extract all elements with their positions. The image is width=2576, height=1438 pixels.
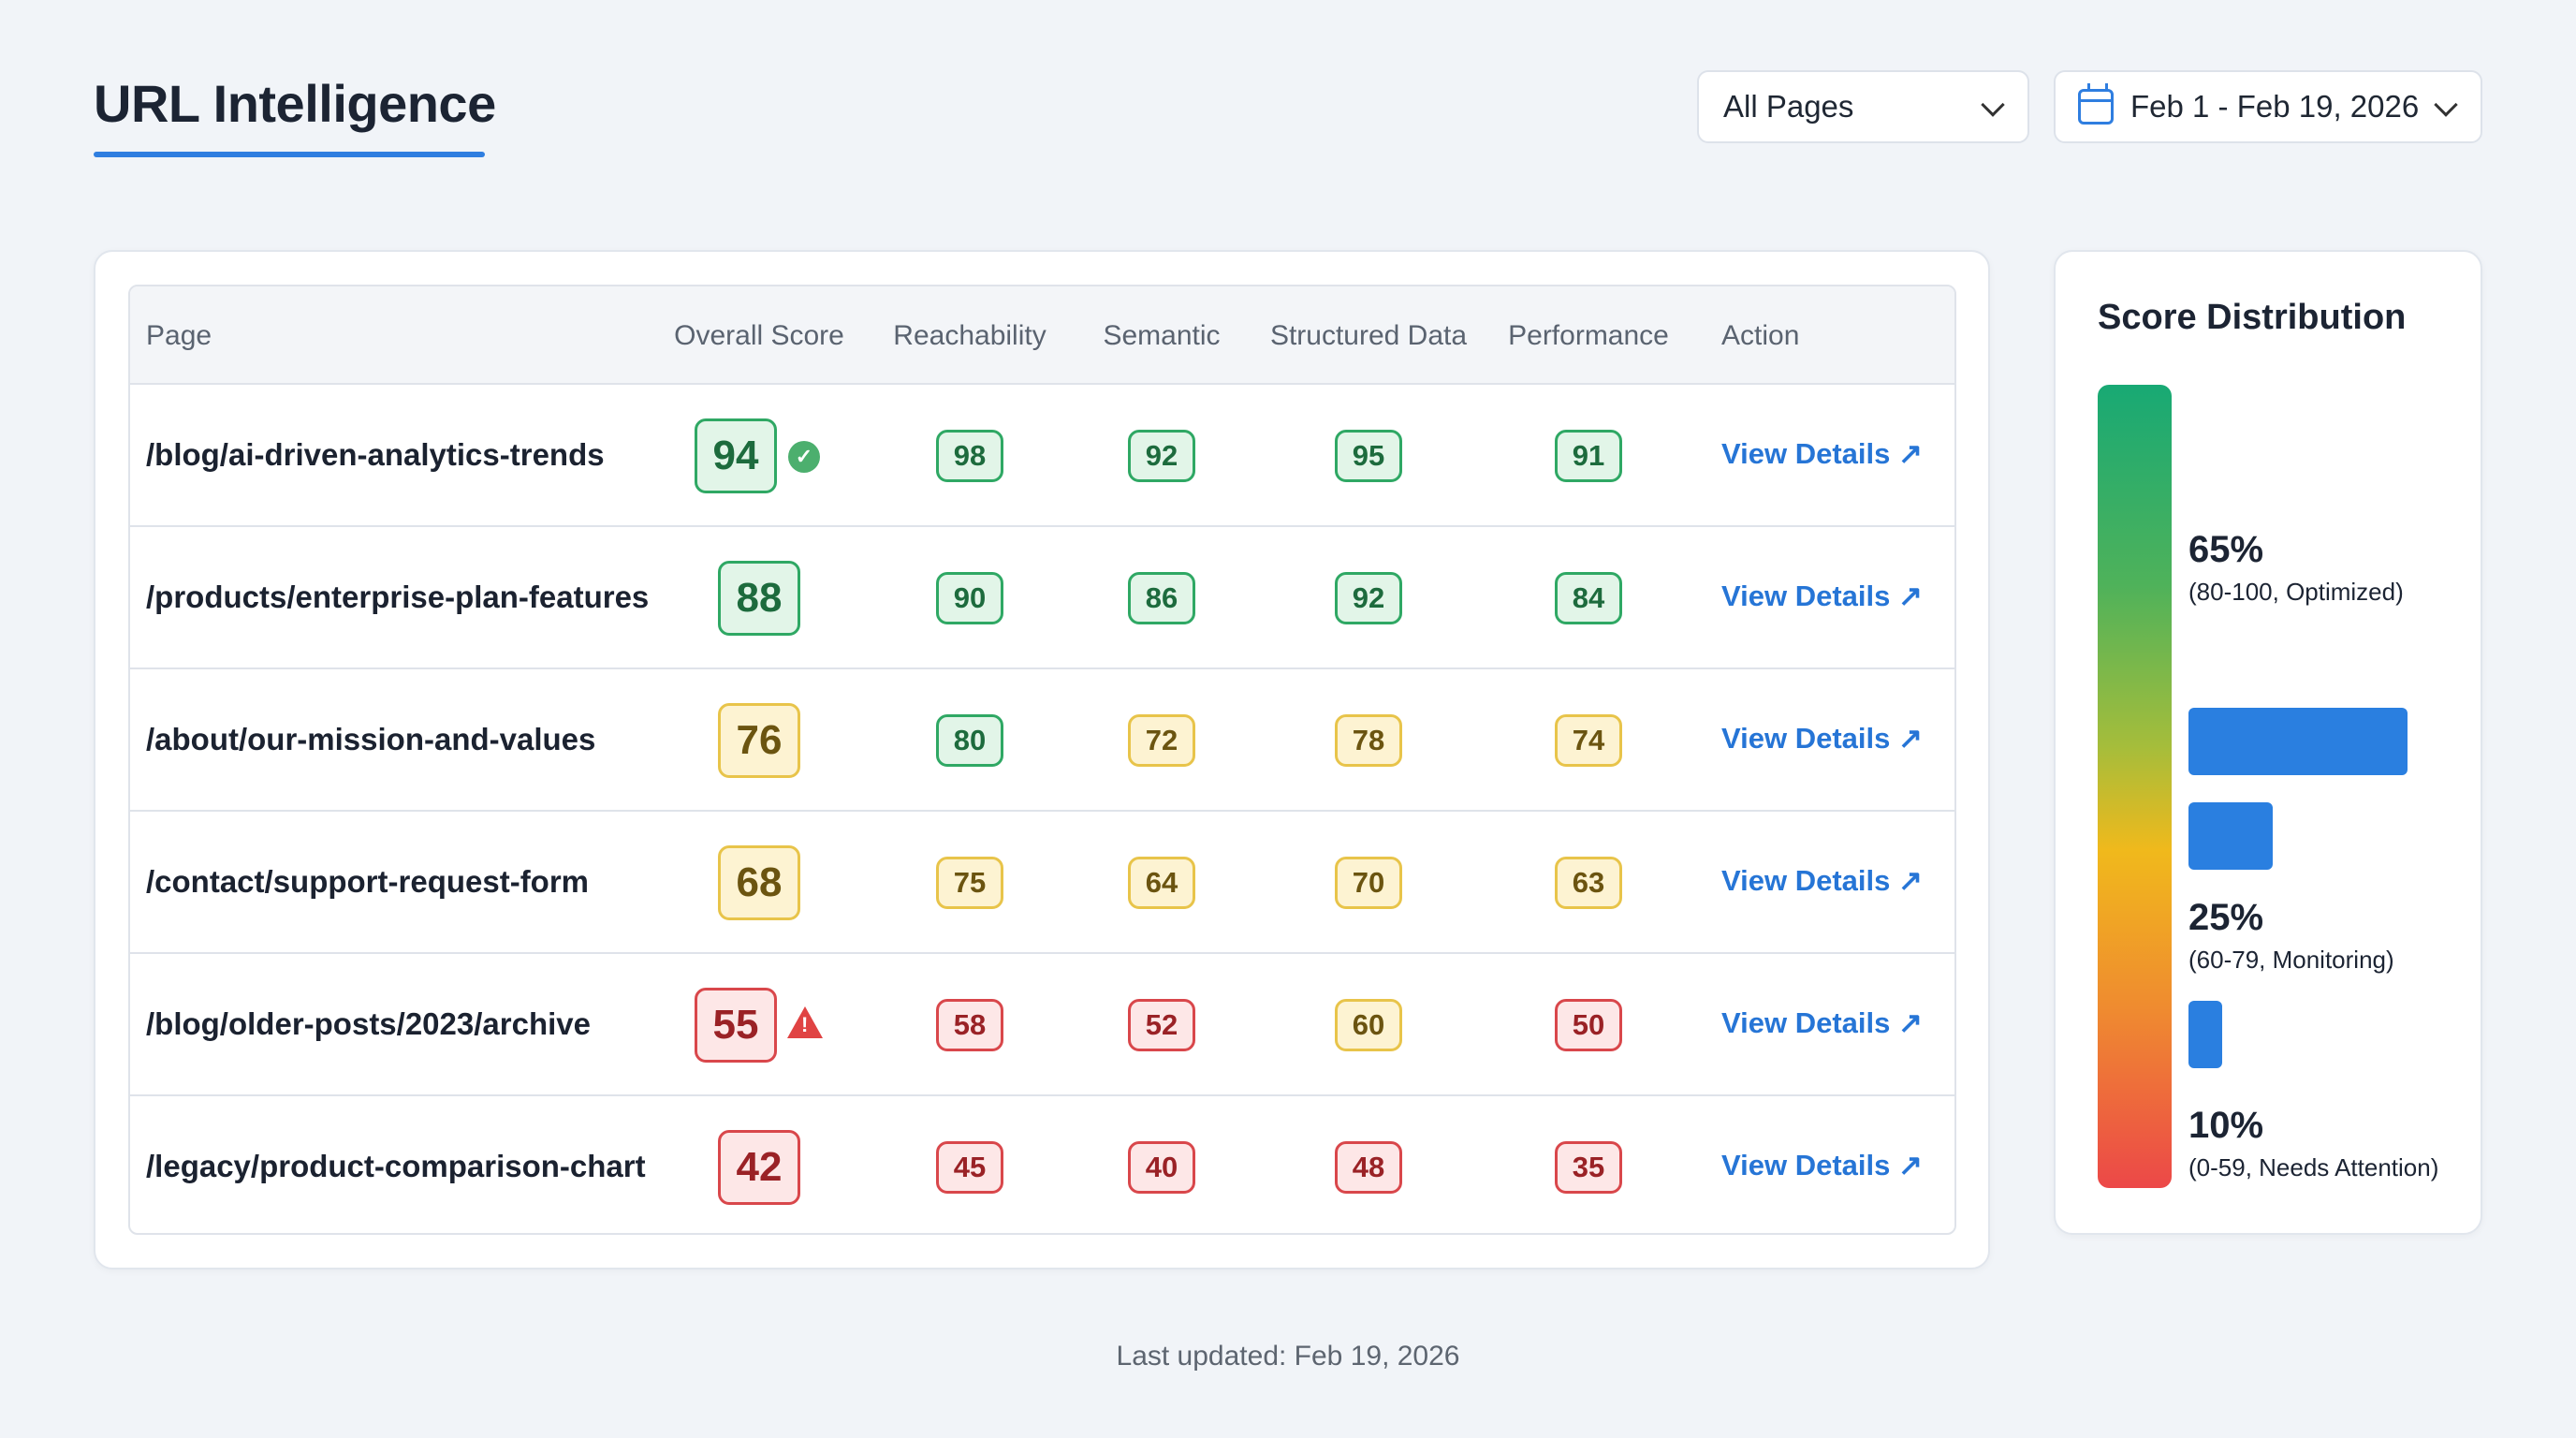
table-row: /legacy/product-comparison-chart 42 45 40 48… xyxy=(130,1096,1954,1233)
page-path: /products/enterprise-plan-features xyxy=(146,580,650,614)
overall-score-badge: 76 xyxy=(718,703,800,778)
distribution-percent: 65% xyxy=(2188,529,2264,570)
performance-score-badge: 74 xyxy=(1555,714,1622,767)
structured-data-score-badge: 48 xyxy=(1335,1141,1402,1194)
reachability-score-badge: 45 xyxy=(936,1141,1003,1194)
distribution-bar xyxy=(2188,802,2273,870)
semantic-score-badge: 92 xyxy=(1128,430,1195,482)
column-header-structured-data: Structured Data xyxy=(1269,320,1468,351)
table-row: /products/enterprise-plan-features 88 90 86… xyxy=(130,527,1954,669)
page-path: /contact/support-request-form xyxy=(146,864,590,899)
score-gradient-scale xyxy=(2098,385,2172,1188)
column-header-performance: Performance xyxy=(1508,320,1669,351)
date-range-dropdown[interactable]: Feb 1 - Feb 19, 2026 xyxy=(2054,70,2482,143)
column-header-action: Action xyxy=(1721,320,1800,351)
table-row: /about/our-mission-and-values 76 80 72 78 74 V… xyxy=(130,669,1954,812)
performance-score-badge: 63 xyxy=(1555,857,1622,909)
check-circle-icon: ✓ xyxy=(788,441,820,473)
view-details-link[interactable]: View Details ↗ xyxy=(1721,1006,1923,1039)
last-updated-text: Last updated: Feb 19, 2026 xyxy=(1116,1341,1460,1372)
page-path: /blog/older-posts/2023/archive xyxy=(146,1006,591,1041)
structured-data-score-badge: 92 xyxy=(1335,572,1402,624)
structured-data-score-badge: 78 xyxy=(1335,714,1402,767)
distribution-range: (0-59, Needs Attention) xyxy=(2188,1153,2439,1181)
reachability-score-badge: 80 xyxy=(936,714,1003,767)
distribution-percent: 10% xyxy=(2188,1105,2264,1146)
structured-data-score-badge: 70 xyxy=(1335,857,1402,909)
overall-score-badge: 55 xyxy=(695,988,777,1063)
column-header-semantic: Semantic xyxy=(1103,320,1221,351)
page-path: /about/our-mission-and-values xyxy=(146,722,596,756)
overall-score-badge: 94 xyxy=(695,418,777,493)
title-underline xyxy=(94,152,485,157)
column-header-overall-score: Overall Score xyxy=(674,320,844,351)
view-details-link[interactable]: View Details ↗ xyxy=(1721,722,1923,755)
semantic-score-badge: 40 xyxy=(1128,1141,1195,1194)
distribution-range: (80-100, Optimized) xyxy=(2188,578,2404,606)
table-row: /blog/older-posts/2023/archive 55! 58 52 60 5… xyxy=(130,954,1954,1096)
reachability-score-badge: 75 xyxy=(936,857,1003,909)
date-range-value: Feb 1 - Feb 19, 2026 xyxy=(2130,89,2420,124)
url-score-table: Page Overall Score Reachability Semantic… xyxy=(128,285,1956,1235)
column-header-page: Page xyxy=(146,320,212,351)
structured-data-score-badge: 95 xyxy=(1335,430,1402,482)
distribution-bar xyxy=(2188,1001,2222,1068)
page-filter-value: All Pages xyxy=(1723,89,1854,124)
view-details-link[interactable]: View Details ↗ xyxy=(1721,437,1923,470)
table-header: Page Overall Score Reachability Semantic… xyxy=(130,286,1954,385)
table-row: /contact/support-request-form 68 75 64 70 63 V… xyxy=(130,812,1954,954)
semantic-score-badge: 52 xyxy=(1128,999,1195,1051)
calendar-icon xyxy=(2078,83,2114,125)
chevron-down-icon xyxy=(1981,93,2005,117)
distribution-range: (60-79, Monitoring) xyxy=(2188,946,2394,974)
performance-score-badge: 91 xyxy=(1555,430,1622,482)
reachability-score-badge: 90 xyxy=(936,572,1003,624)
table-row: /blog/ai-driven-analytics-trends 94 ✓ 98 92 9… xyxy=(130,385,1954,527)
performance-score-badge: 35 xyxy=(1555,1141,1622,1194)
structured-data-score-badge: 60 xyxy=(1335,999,1402,1051)
overall-score-badge: 88 xyxy=(718,561,800,636)
page-path: /legacy/product-comparison-chart xyxy=(146,1149,646,1183)
page-filter-dropdown[interactable]: All Pages xyxy=(1697,70,2029,143)
semantic-score-badge: 72 xyxy=(1128,714,1195,767)
chevron-down-icon xyxy=(2434,93,2458,117)
performance-score-badge: 84 xyxy=(1555,572,1622,624)
page-path: /blog/ai-driven-analytics-trends xyxy=(146,437,605,472)
column-header-reachability: Reachability xyxy=(893,320,1046,351)
view-details-link[interactable]: View Details ↗ xyxy=(1721,580,1923,612)
reachability-score-badge: 58 xyxy=(936,999,1003,1051)
page-title: URL Intelligence xyxy=(94,74,496,133)
view-details-link[interactable]: View Details ↗ xyxy=(1721,864,1923,897)
distribution-percent: 25% xyxy=(2188,897,2264,938)
distribution-bar xyxy=(2188,708,2408,775)
semantic-score-badge: 64 xyxy=(1128,857,1195,909)
overall-score-badge: 42 xyxy=(718,1130,800,1205)
overall-score-badge: 68 xyxy=(718,845,800,920)
performance-score-badge: 50 xyxy=(1555,999,1622,1051)
score-distribution-title: Score Distribution xyxy=(2098,298,2407,337)
view-details-link[interactable]: View Details ↗ xyxy=(1721,1149,1923,1181)
semantic-score-badge: 86 xyxy=(1128,572,1195,624)
warning-icon: ! xyxy=(787,1006,823,1038)
reachability-score-badge: 98 xyxy=(936,430,1003,482)
